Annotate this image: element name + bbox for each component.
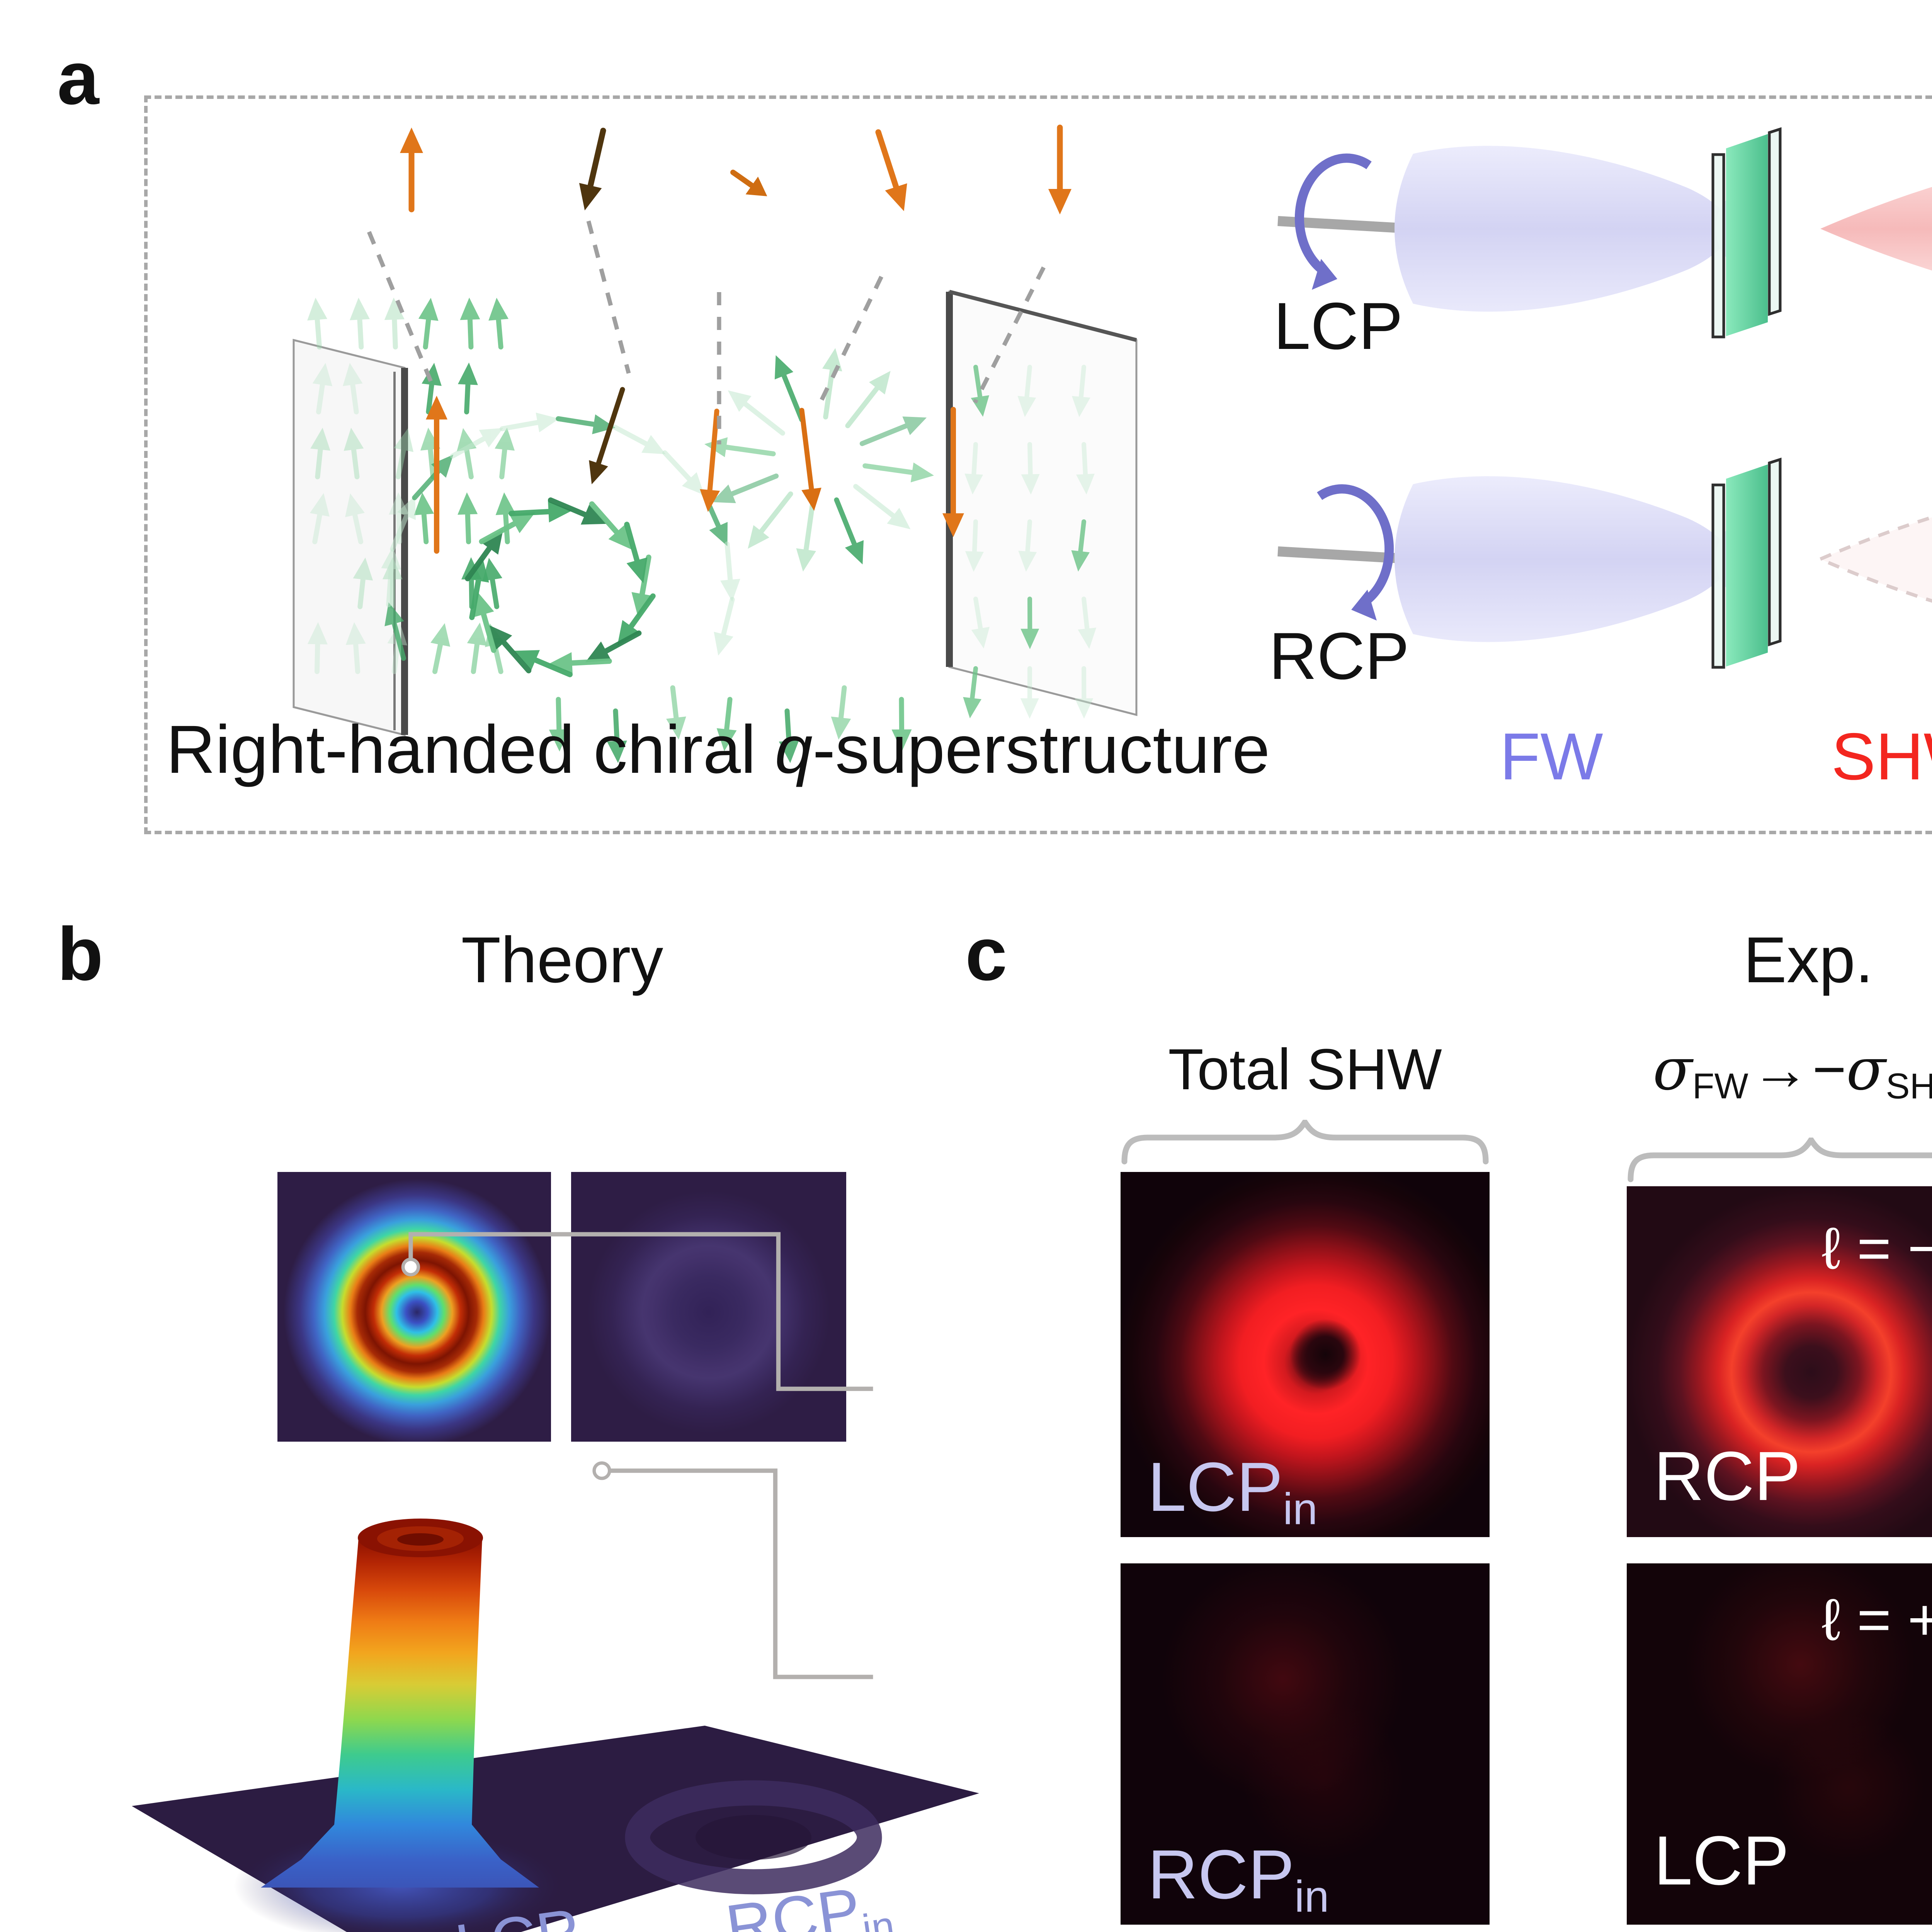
- left-glass-plate-icon: [293, 338, 408, 736]
- shw-label: SHW: [1831, 719, 1932, 794]
- rcp-spin-arrow-icon: [1317, 484, 1394, 606]
- green-director-arrows: [307, 298, 1097, 763]
- exp-image-total-shw-rcp-in: RCPin: [1121, 1563, 1490, 1925]
- sigma-subscript: SHW: [1886, 1066, 1932, 1106]
- connector-node-icon: [592, 1461, 611, 1480]
- caption-suffix: -superstructure: [813, 712, 1270, 787]
- corner-label: LCPin: [1148, 1448, 1318, 1534]
- arrow-glyph: →: [1751, 1037, 1810, 1102]
- orange-director-arrows: [400, 124, 1071, 554]
- exp-image-flip-lcp: ℓ = +3 LCP: [1627, 1563, 1932, 1925]
- theory-surface-plot: [132, 1519, 979, 1932]
- lcp-beam-diagram: [1277, 129, 1932, 416]
- topological-charge-label: ℓ = +3: [1821, 1587, 1932, 1653]
- structure-and-beam-illustration: [293, 124, 1932, 763]
- beam-row-label-lcp: LCP: [1274, 289, 1403, 363]
- section-label-c: c: [965, 912, 1007, 996]
- connector-node-icon: [401, 1257, 420, 1277]
- lcp-intensity-column: [261, 1538, 539, 1888]
- sigma-symbol: σ: [1653, 1036, 1692, 1103]
- lcp-spin-arrow-icon: [1294, 153, 1372, 275]
- sigma-subscript: FW: [1692, 1066, 1748, 1106]
- corner-label: RCPin: [1148, 1836, 1329, 1922]
- surface-label-sub: in: [859, 1902, 898, 1932]
- exp-image-total-shw-lcp-in: LCPin: [1121, 1172, 1490, 1537]
- column-header-total-shw: Total SHW: [1168, 1037, 1442, 1102]
- topological-charge-label: ℓ = −3: [1821, 1216, 1932, 1281]
- sign-glyph: −: [1812, 1037, 1847, 1102]
- panel-a-box: [144, 95, 1932, 834]
- brace-icon: [1628, 1138, 1932, 1182]
- exp-title: Exp.: [1743, 923, 1874, 996]
- corner-label: RCP: [1654, 1437, 1801, 1515]
- theory-intensity-map-rcp: [571, 1172, 846, 1442]
- column-header-sigma-flip: σFW→−σSHW: [1627, 1040, 1932, 1104]
- sigma-symbol: σ: [1846, 1036, 1886, 1103]
- caption-prefix: Right-handed chiral: [166, 712, 775, 787]
- right-glass-plate-icon: [946, 290, 1138, 716]
- faint-rcp-ring: [625, 1780, 882, 1895]
- rcp-beam-diagram: [1277, 459, 1932, 746]
- section-label-a: a: [57, 36, 99, 120]
- theory-intensity-map-lcp: [277, 1172, 551, 1442]
- chiral-structure-caption: Right-handed chiral q-superstructure: [166, 716, 1270, 784]
- section-label-b: b: [57, 912, 104, 996]
- leader-dashed-lines: [367, 220, 1046, 444]
- caption-italic-q: q: [775, 712, 813, 787]
- beam-row-label-rcp: RCP: [1269, 619, 1410, 693]
- exp-image-flip-rcp: ℓ = −3 RCP: [1627, 1186, 1932, 1537]
- brace-icon: [1121, 1120, 1489, 1165]
- theory-to-exp-connectors: [401, 1232, 873, 1679]
- fw-label: FW: [1500, 719, 1603, 794]
- corner-label: LCP: [1654, 1822, 1789, 1900]
- theory-title: Theory: [461, 923, 663, 996]
